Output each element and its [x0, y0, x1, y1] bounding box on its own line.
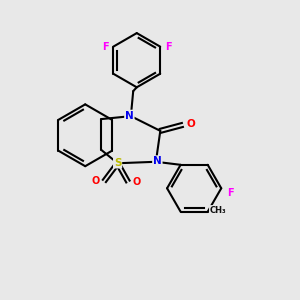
- Text: O: O: [132, 176, 140, 187]
- Text: F: F: [227, 188, 233, 198]
- Text: O: O: [92, 176, 100, 186]
- Text: N: N: [125, 110, 134, 121]
- Text: F: F: [102, 42, 108, 52]
- Text: CH₃: CH₃: [210, 206, 226, 215]
- Text: F: F: [165, 42, 172, 52]
- Text: O: O: [186, 119, 195, 129]
- Text: S: S: [114, 158, 122, 168]
- Text: N: N: [153, 156, 162, 166]
